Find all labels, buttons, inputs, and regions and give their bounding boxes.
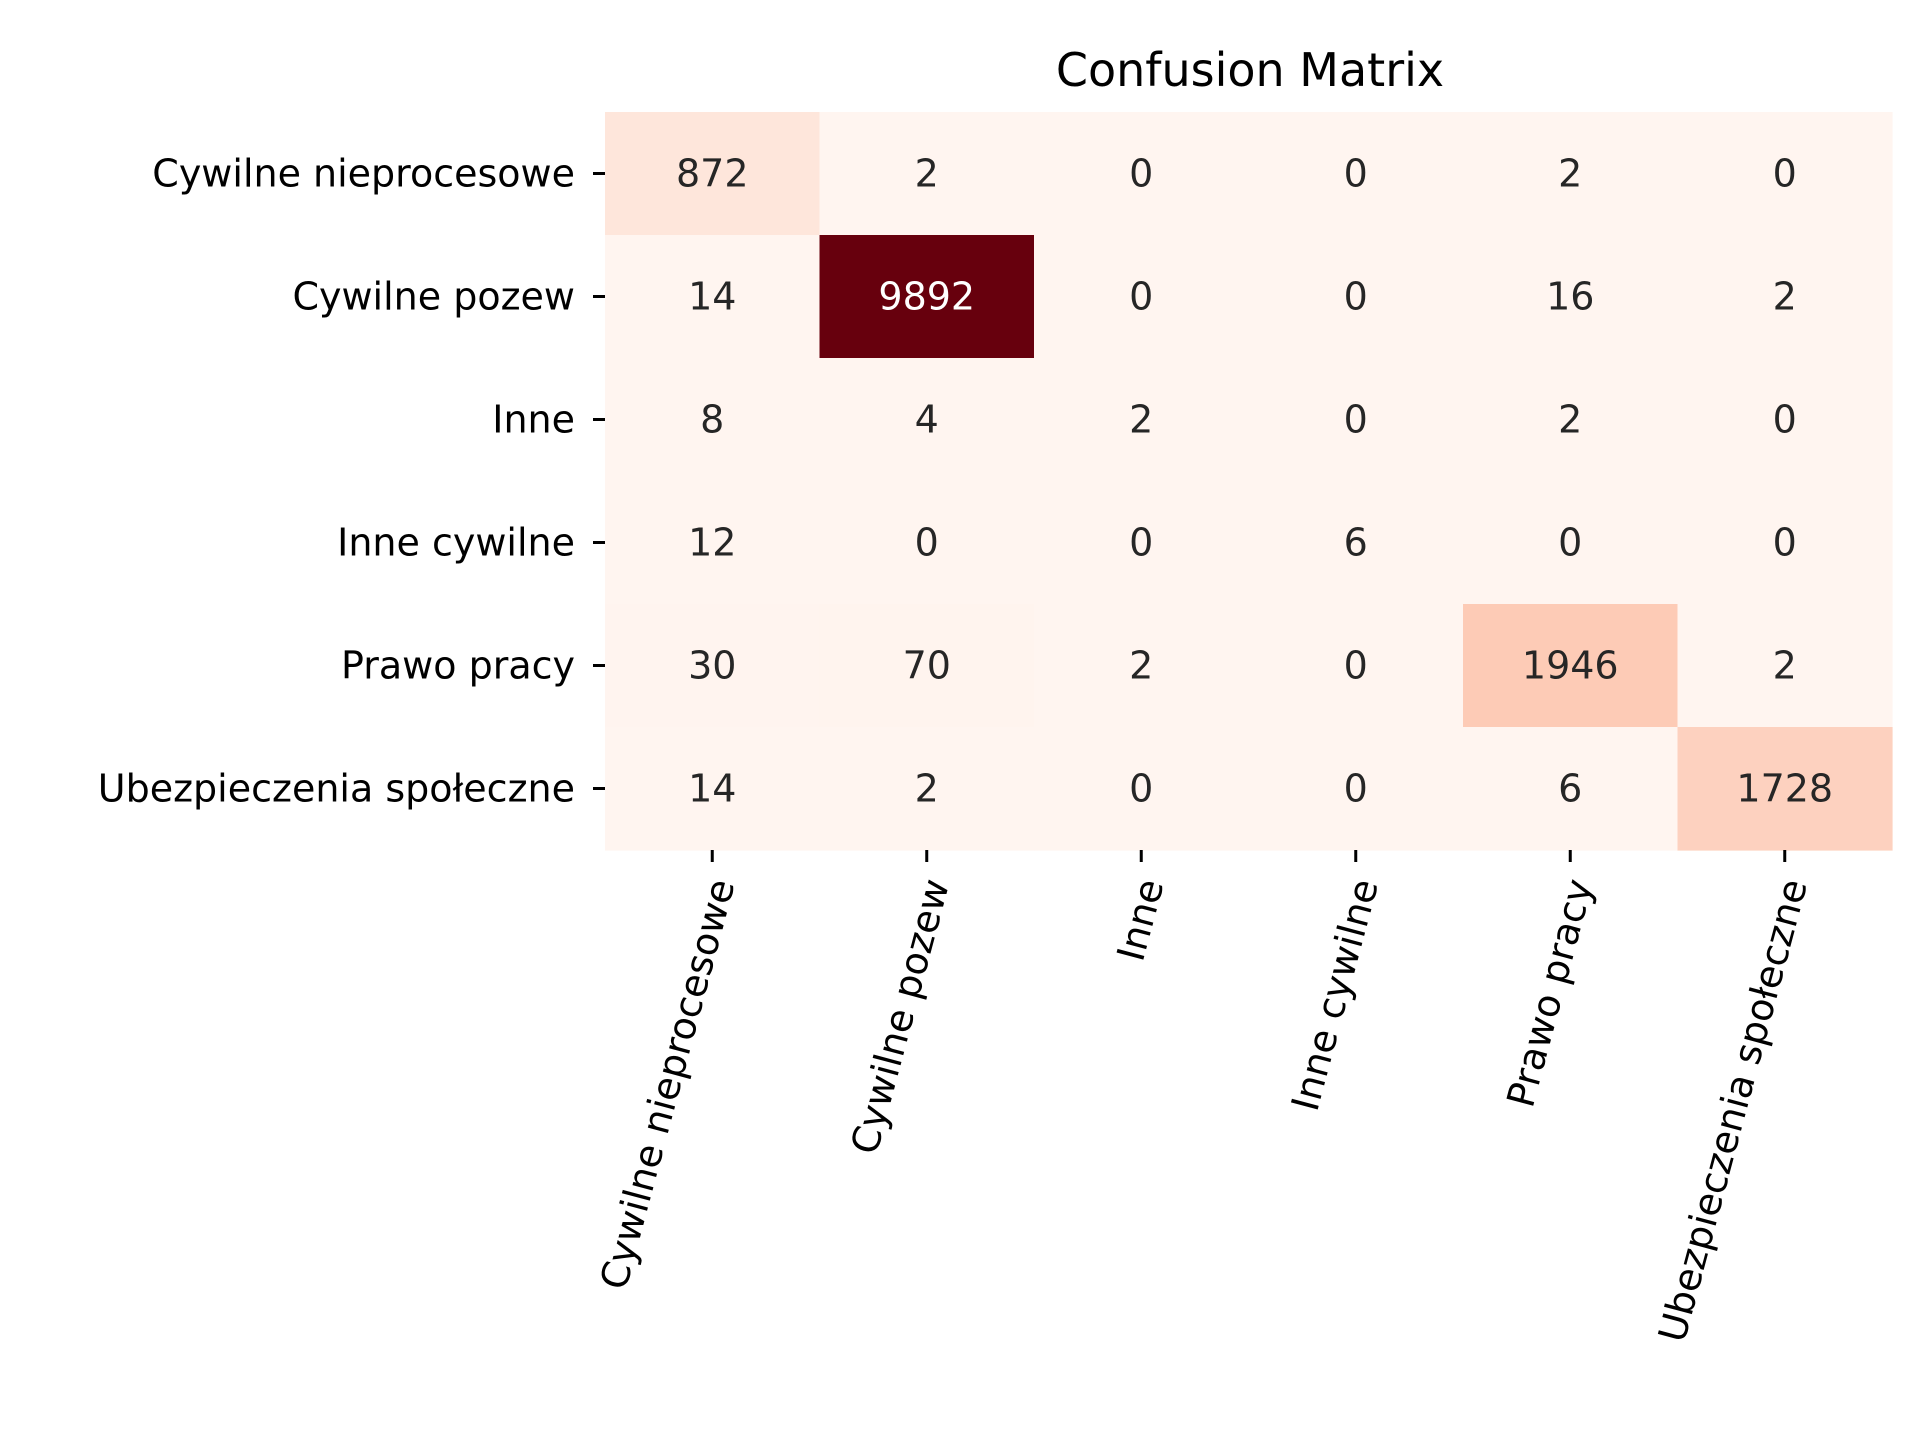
heatmap-cell xyxy=(1248,727,1464,851)
heatmap-cell xyxy=(1463,358,1679,482)
cell-value-label: 2 xyxy=(915,767,939,811)
cell-value-label: 2 xyxy=(1558,398,1582,442)
heatmap-cell xyxy=(1677,112,1893,236)
cell-value-label: 0 xyxy=(1344,275,1368,319)
cell-value-label: 0 xyxy=(1344,767,1368,811)
cell-value-label: 4 xyxy=(915,398,939,442)
heatmap-cell xyxy=(1034,604,1250,728)
heatmap-cells xyxy=(605,112,1893,851)
y-tick-label-ubezpieczenia-spoleczne: Ubezpieczenia społeczne xyxy=(98,767,575,811)
cell-value-label: 2 xyxy=(1558,152,1582,196)
x-tick-label-inne-cywilne: Inne cywilne xyxy=(1283,874,1387,1115)
heatmap-cell xyxy=(819,235,1035,359)
heatmap-cell xyxy=(1034,481,1250,605)
heatmap-cell xyxy=(1248,358,1464,482)
cell-value-label: 1946 xyxy=(1522,644,1619,688)
heatmap-cell xyxy=(1034,727,1250,851)
cell-value-label: 6 xyxy=(1344,521,1368,565)
y-tick-label-inne-cywilne: Inne cywilne xyxy=(337,521,575,565)
cell-value-label: 1728 xyxy=(1736,767,1833,811)
heatmap-cell xyxy=(1034,358,1250,482)
heatmap-cell xyxy=(1248,112,1464,236)
heatmap-cell xyxy=(1034,112,1250,236)
heatmap-cell xyxy=(605,235,821,359)
cell-value-label: 872 xyxy=(676,152,749,196)
heatmap-cell xyxy=(605,112,821,236)
y-axis: Cywilne nieprocesowe Cywilne pozew Inne Inn… xyxy=(98,152,605,811)
heatmap-cell xyxy=(1248,235,1464,359)
heatmap-cell xyxy=(1463,481,1679,605)
cell-value-label: 6 xyxy=(1558,767,1582,811)
heatmap-cell xyxy=(1463,727,1679,851)
cell-value-label: 2 xyxy=(915,152,939,196)
y-tick-label-prawo-pracy: Prawo pracy xyxy=(341,644,575,688)
heatmap-cell xyxy=(1463,604,1679,728)
heatmap-cell xyxy=(1034,235,1250,359)
cell-value-label: 9892 xyxy=(878,275,975,319)
cell-value-label: 2 xyxy=(1773,275,1797,319)
cell-value-label: 70 xyxy=(903,644,951,688)
heatmap-cell xyxy=(1463,112,1679,236)
cell-value-label: 16 xyxy=(1546,275,1594,319)
cell-value-label: 0 xyxy=(1558,521,1582,565)
heatmap-cell xyxy=(1677,358,1893,482)
heatmap-cell xyxy=(605,481,821,605)
heatmap-cell xyxy=(819,727,1035,851)
cell-value-label: 30 xyxy=(688,644,736,688)
chart-title: Confusion Matrix xyxy=(1056,43,1444,97)
cell-value-label: 14 xyxy=(688,275,736,319)
heatmap-cell xyxy=(605,727,821,851)
x-tick-label-prawo-pracy: Prawo pracy xyxy=(1498,874,1601,1111)
x-axis: Cywilne nieprocesowe Cywilne pozew Inne Inn… xyxy=(592,850,1816,1347)
x-tick-label-cywilne-nieprocesowe: Cywilne nieprocesowe xyxy=(592,874,744,1294)
heatmap-cell xyxy=(819,358,1035,482)
heatmap-cell xyxy=(819,112,1035,236)
heatmap-cell xyxy=(1677,604,1893,728)
cell-value-label: 2 xyxy=(1773,644,1797,688)
cell-value-label: 0 xyxy=(1344,398,1368,442)
heatmap-cell xyxy=(1677,235,1893,359)
cell-value-label: 0 xyxy=(1773,521,1797,565)
cell-value-label: 8 xyxy=(700,398,724,442)
x-tick-label-ubezpieczenia-spoleczne: Ubezpieczenia społeczne xyxy=(1650,874,1816,1346)
cell-value-label: 2 xyxy=(1129,398,1153,442)
heatmap-cell xyxy=(819,481,1035,605)
cell-value-label: 0 xyxy=(1129,521,1153,565)
cell-value-label: 12 xyxy=(688,521,736,565)
cell-value-label: 0 xyxy=(1129,275,1153,319)
cell-value-label: 0 xyxy=(1129,152,1153,196)
x-tick-label-inne: Inne xyxy=(1109,874,1173,965)
heatmap-cell xyxy=(605,358,821,482)
y-tick-label-inne: Inne xyxy=(492,398,575,442)
heatmap-cell xyxy=(1677,727,1893,851)
cell-value-label: 0 xyxy=(1344,152,1368,196)
x-tick-label-cywilne-pozew: Cywilne pozew xyxy=(842,874,958,1158)
heatmap-cell xyxy=(819,604,1035,728)
heatmap-cell-labels: 872 2 0 0 2 0 14 9892 0 0 16 2 8 4 2 0 2 0 12 0 0 6 0 0 30 70 2 0 19… xyxy=(676,152,1833,811)
cell-value-label: 0 xyxy=(1344,644,1368,688)
heatmap-cell xyxy=(1248,604,1464,728)
cell-value-label: 0 xyxy=(1773,152,1797,196)
heatmap-cell xyxy=(605,604,821,728)
cell-value-label: 0 xyxy=(1773,398,1797,442)
cell-value-label: 14 xyxy=(688,767,736,811)
cell-value-label: 0 xyxy=(915,521,939,565)
cell-value-label: 2 xyxy=(1129,644,1153,688)
heatmap-cell xyxy=(1463,235,1679,359)
y-tick-label-cywilne-pozew: Cywilne pozew xyxy=(292,275,575,319)
heatmap-cell xyxy=(1248,481,1464,605)
heatmap-cell xyxy=(1677,481,1893,605)
cell-value-label: 0 xyxy=(1129,767,1153,811)
y-tick-label-cywilne-nieprocesowe: Cywilne nieprocesowe xyxy=(152,152,575,196)
